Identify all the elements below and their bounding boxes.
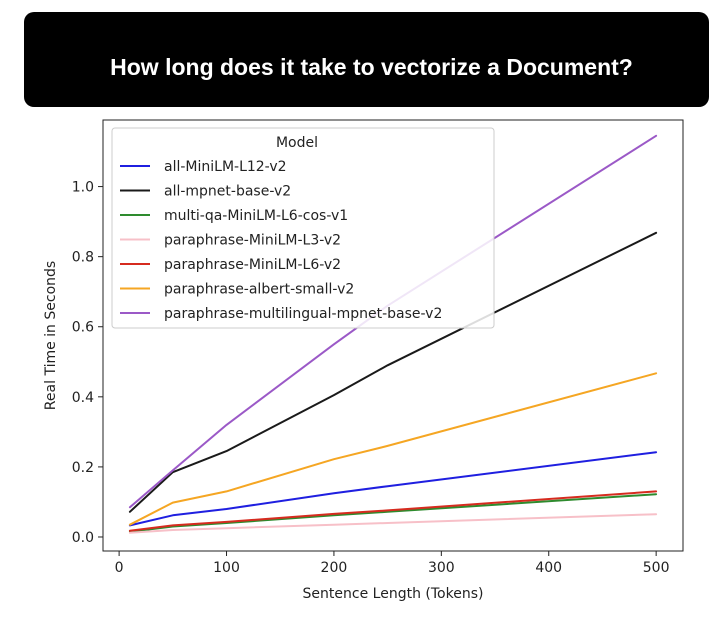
legend-label: paraphrase-MiniLM-L3-v2 bbox=[164, 233, 341, 249]
y-tick-label: 0.2 bbox=[72, 460, 94, 476]
legend-label: multi-qa-MiniLM-L6-cos-v1 bbox=[164, 208, 348, 224]
y-tick-label: 0.4 bbox=[72, 390, 94, 406]
y-tick-label: 1.0 bbox=[72, 180, 94, 196]
legend-label: paraphrase-MiniLM-L6-v2 bbox=[164, 257, 341, 273]
y-axis-label: Real Time in Seconds bbox=[43, 261, 59, 410]
x-tick-label: 0 bbox=[115, 560, 124, 576]
legend-box bbox=[111, 127, 495, 329]
x-tick-label: 200 bbox=[321, 560, 348, 576]
series-line-6 bbox=[128, 372, 658, 526]
x-tick-label: 300 bbox=[428, 560, 455, 576]
legend-title: Model bbox=[276, 135, 318, 151]
series-line-2 bbox=[128, 231, 658, 513]
series-line-3 bbox=[128, 493, 658, 533]
legend-label: all-mpnet-base-v2 bbox=[164, 184, 291, 200]
series-line-5 bbox=[128, 490, 658, 532]
legend-label: paraphrase-albert-small-v2 bbox=[164, 282, 354, 298]
x-tick-label: 400 bbox=[535, 560, 562, 576]
legend-label: paraphrase-multilingual-mpnet-base-v2 bbox=[164, 306, 442, 322]
y-tick-label: 0.6 bbox=[72, 320, 94, 336]
x-tick-label: 100 bbox=[213, 560, 240, 576]
series-line-1 bbox=[128, 451, 658, 527]
page-title: How long does it take to vectorize a Doc… bbox=[110, 54, 633, 80]
x-axis-label: Sentence Length (Tokens) bbox=[303, 586, 484, 602]
y-tick-label: 0.0 bbox=[72, 530, 94, 546]
y-tick-label: 0.8 bbox=[72, 250, 94, 266]
plot-frame bbox=[102, 119, 684, 552]
x-tick-label: 500 bbox=[643, 560, 670, 576]
title-banner: How long does it take to vectorize a Doc… bbox=[24, 12, 709, 107]
legend-label: all-MiniLM-L12-v2 bbox=[164, 159, 287, 175]
series-line-4 bbox=[128, 513, 658, 534]
